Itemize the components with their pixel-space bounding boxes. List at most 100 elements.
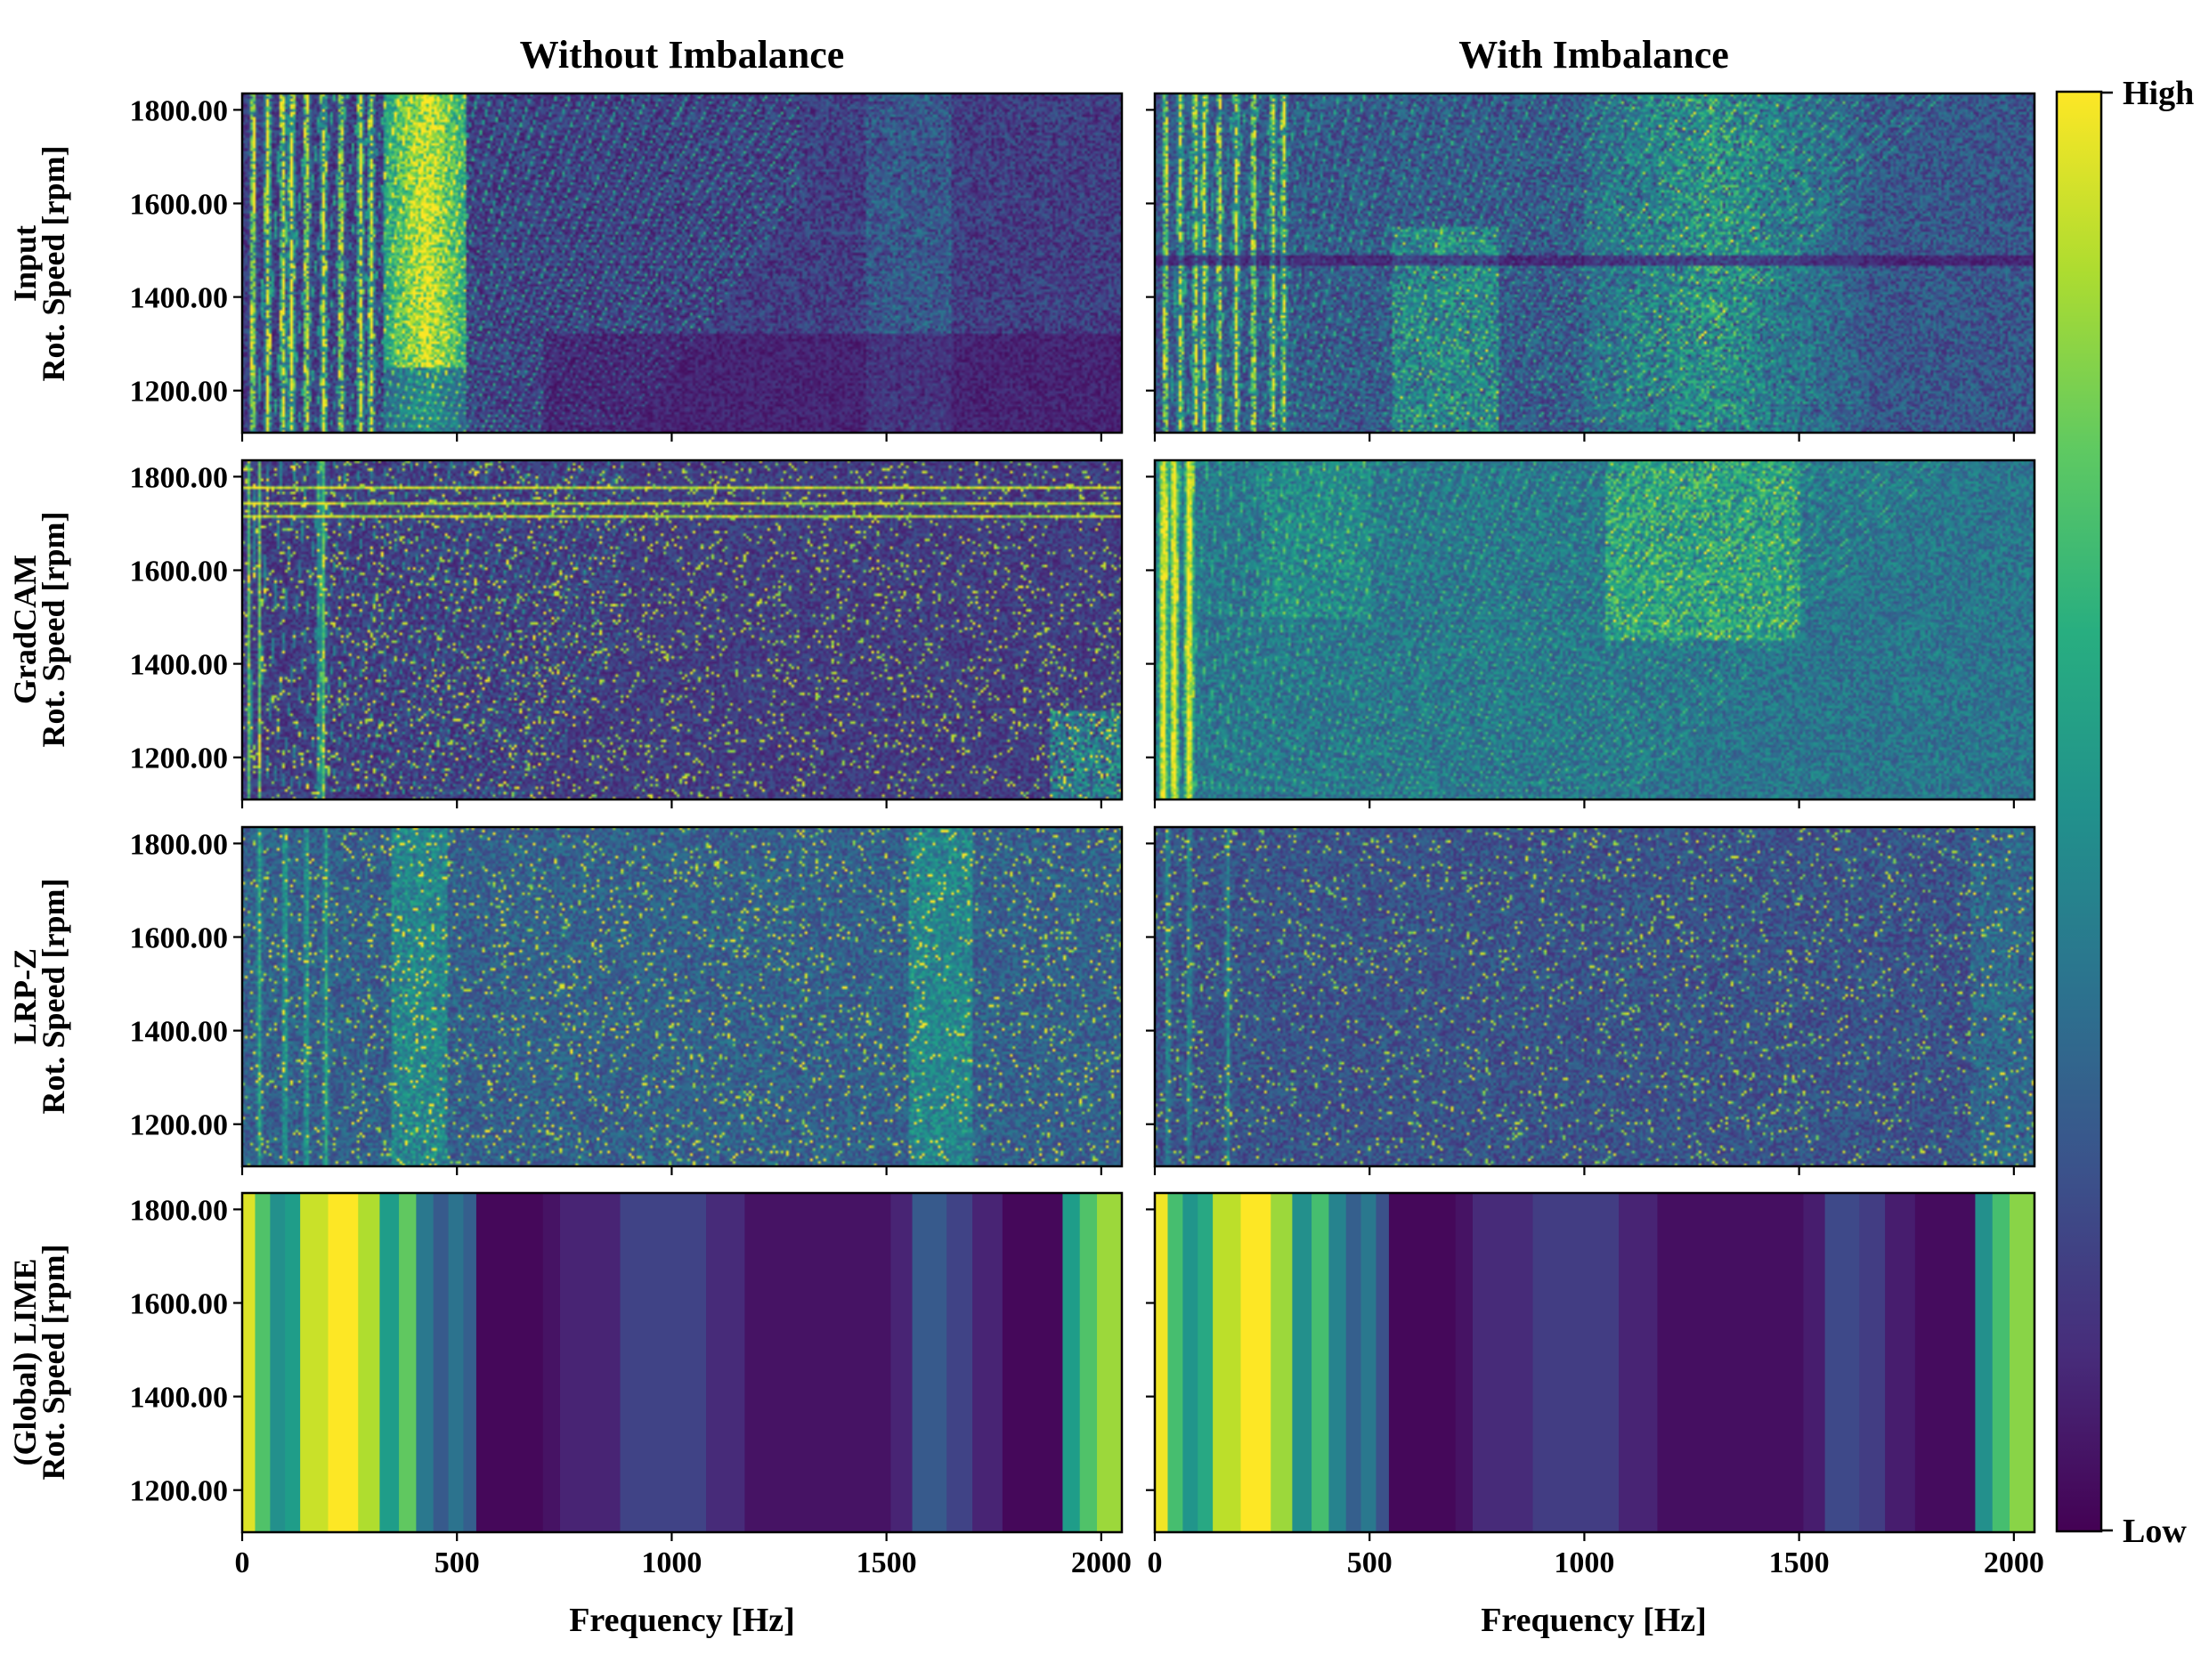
panel-frame (1153, 459, 2036, 801)
row-label-input: Input (7, 225, 43, 302)
x-tick-label: 1000 (1554, 1546, 1614, 1579)
y-tick-label: 1800.00 (130, 461, 229, 494)
y-tick-label: 1400.00 (130, 1382, 229, 1415)
lime-band (1182, 1193, 1198, 1532)
x-tick-label: 0 (1148, 1546, 1163, 1579)
lime-band (1975, 1193, 1994, 1532)
y-tick-label: 1200.00 (130, 1475, 229, 1508)
lime-band (1002, 1193, 1063, 1532)
lime-band (448, 1193, 464, 1532)
colorbar-low-label: Low (2123, 1513, 2187, 1550)
lime-band (1472, 1193, 1534, 1532)
panel-frame (240, 825, 1124, 1168)
lime-band (1803, 1193, 1826, 1532)
x-tick-label: 500 (434, 1546, 480, 1579)
x-tick-label: 1000 (641, 1546, 702, 1579)
row-label-lrp-z: LRP-Z (7, 948, 43, 1044)
x-tick-label: 1500 (1769, 1546, 1830, 1579)
colorbar-high-label: High (2123, 75, 2194, 112)
lime-band (300, 1193, 329, 1532)
panel-frame (1153, 92, 2036, 434)
lime-band (972, 1193, 1003, 1532)
lime-band (1062, 1193, 1081, 1532)
panel-input-without: 1200.00 1400.00 1600.00 1800.00 (130, 92, 1124, 442)
lime-band (1376, 1193, 1390, 1532)
lime-band (1155, 1193, 1168, 1532)
lime-band (1532, 1193, 1620, 1532)
heatmap-image (242, 827, 1122, 1166)
heatmap-image (1155, 93, 2034, 433)
panel-frame (1153, 825, 2036, 1168)
y-tick-label: 1200.00 (130, 1109, 229, 1142)
x-tick-label: 2000 (1071, 1546, 1132, 1579)
heatmap-image (242, 93, 1122, 433)
row-label-global-lime: (Global) LIME (7, 1258, 43, 1465)
lime-band (1657, 1193, 1804, 1532)
lime-band (1824, 1193, 1860, 1532)
y-tick-label: 1200.00 (130, 376, 229, 409)
row-labels: Input Rot. Speed [rpm] GradCAM Rot. Spee… (7, 146, 71, 1481)
panel-lrp-with (1146, 825, 2036, 1175)
panel-frame (240, 92, 1124, 434)
lime-band (1992, 1193, 2010, 1532)
lime-band (416, 1193, 434, 1532)
lime-band (1079, 1193, 1098, 1532)
panel-input-with (1146, 92, 2036, 442)
column-titles: Without Imbalance With Imbalance (520, 33, 1729, 77)
y-tick-label: 1200.00 (130, 743, 229, 775)
heatmap-image (1155, 827, 2034, 1166)
lime-band (1345, 1193, 1362, 1532)
x-tick-label: 500 (1347, 1546, 1393, 1579)
panel-lime-with: 0 500 1000 1500 2000 (1146, 1191, 2044, 1579)
row-ylabel-gradcam: Rot. Speed [rpm] (36, 512, 71, 748)
colorbar: High Low (2055, 75, 2194, 1550)
lime-band (559, 1193, 621, 1532)
lime-band (1292, 1193, 1312, 1532)
lime-band (475, 1193, 544, 1532)
heatmap-image (1155, 460, 2034, 799)
lime-band (912, 1193, 947, 1532)
lime-band (433, 1193, 450, 1532)
y-tick-label: 1800.00 (130, 828, 229, 861)
y-tick-label: 1400.00 (130, 649, 229, 682)
lime-band (1213, 1193, 1241, 1532)
y-tick-label: 1800.00 (130, 94, 229, 127)
column-title-with-imbalance: With Imbalance (1458, 33, 1729, 77)
column-title-without-imbalance: Without Imbalance (520, 33, 845, 77)
lime-band (542, 1193, 561, 1532)
panel-frame (240, 1191, 1124, 1534)
lime-band (285, 1193, 301, 1532)
lime-band (1312, 1193, 1329, 1532)
x-axis-label-right: Frequency [Hz] (1481, 1602, 1707, 1639)
lime-band (379, 1193, 400, 1532)
lime-band (1240, 1193, 1271, 1532)
panel-gradcam-with (1146, 459, 2036, 808)
lime-band (620, 1193, 707, 1532)
x-axis-labels: Frequency [Hz] Frequency [Hz] (569, 1602, 1707, 1639)
heatmap-panels: 1200.00 1400.00 1600.00 1800.00 1200.00 1400.… (130, 92, 2044, 1579)
x-axis-label-left: Frequency [Hz] (569, 1602, 795, 1639)
lime-band (399, 1193, 417, 1532)
panel-frame (1153, 1191, 2036, 1534)
lime-band (1455, 1193, 1474, 1532)
lime-band (358, 1193, 380, 1532)
panel-gradcam-without: 1200.00 1400.00 1600.00 1800.00 (130, 459, 1124, 808)
lime-band (1198, 1193, 1214, 1532)
lime-band (1914, 1193, 1976, 1532)
lime-band (744, 1193, 891, 1532)
row-ylabel-global-lime: Rot. Speed [rpm] (36, 1245, 71, 1481)
lime-band (1885, 1193, 1916, 1532)
lime-band (946, 1193, 973, 1532)
lime-band (1859, 1193, 1886, 1532)
y-tick-label: 1400.00 (130, 1016, 229, 1049)
lime-band (1328, 1193, 1347, 1532)
lime-band (1271, 1193, 1293, 1532)
y-tick-label: 1600.00 (130, 555, 229, 588)
y-tick-label: 1600.00 (130, 921, 229, 954)
lime-band (1097, 1193, 1123, 1532)
panel-lime-without: 1200.00 1400.00 1600.00 1800.00 0 500 1000 1500… (130, 1191, 1132, 1579)
lime-band (1167, 1193, 1183, 1532)
lime-band (270, 1193, 286, 1532)
lime-band (2010, 1193, 2035, 1532)
